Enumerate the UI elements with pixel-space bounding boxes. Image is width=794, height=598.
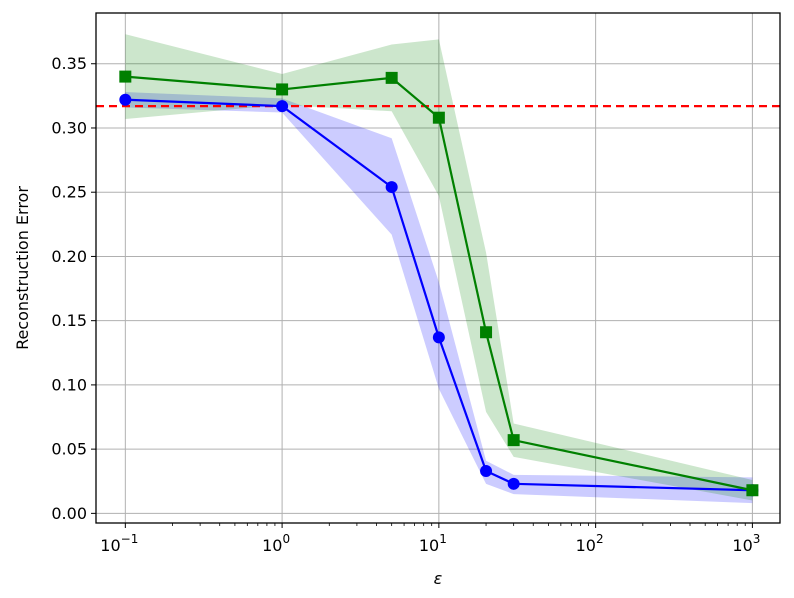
data-point bbox=[746, 484, 759, 497]
data-point bbox=[385, 71, 398, 84]
y-tick-label: 0.35 bbox=[51, 54, 87, 73]
data-point bbox=[119, 70, 132, 83]
y-tick-label: 0.10 bbox=[51, 375, 87, 394]
series-band bbox=[125, 92, 753, 504]
plot-frame bbox=[95, 12, 781, 524]
x-tick-label: 101 bbox=[419, 532, 447, 555]
x-tick-label: 10−1 bbox=[100, 532, 138, 555]
data-point bbox=[507, 434, 520, 447]
data-point bbox=[480, 326, 493, 339]
data-point bbox=[276, 83, 289, 96]
y-tick-label: 0.30 bbox=[51, 118, 87, 137]
data-point bbox=[432, 111, 445, 124]
x-tick-label: 100 bbox=[262, 532, 290, 555]
data-point bbox=[432, 331, 445, 344]
data-point bbox=[276, 100, 289, 113]
x-axis-ticks: 10−1 100 101 102 103 bbox=[100, 523, 760, 555]
y-tick-label: 0.00 bbox=[51, 504, 87, 523]
x-axis-label: ε bbox=[434, 569, 443, 588]
x-tick-label: 103 bbox=[732, 532, 760, 555]
data-point bbox=[385, 181, 398, 194]
grid bbox=[96, 13, 780, 523]
data-point bbox=[507, 477, 520, 490]
data-point bbox=[119, 93, 132, 106]
y-tick-label: 0.25 bbox=[51, 183, 87, 202]
y-tick-label: 0.05 bbox=[51, 440, 87, 459]
y-tick-label: 0.20 bbox=[51, 247, 87, 266]
series-markers bbox=[119, 70, 759, 497]
data-point bbox=[480, 464, 493, 477]
x-tick-label: 102 bbox=[576, 532, 604, 555]
y-tick-label: 0.15 bbox=[51, 311, 87, 330]
y-axis-ticks: 0.00 0.05 0.10 0.15 0.20 0.25 0.30 0.35 bbox=[51, 54, 96, 523]
y-axis-label: Reconstruction Error bbox=[13, 186, 32, 350]
